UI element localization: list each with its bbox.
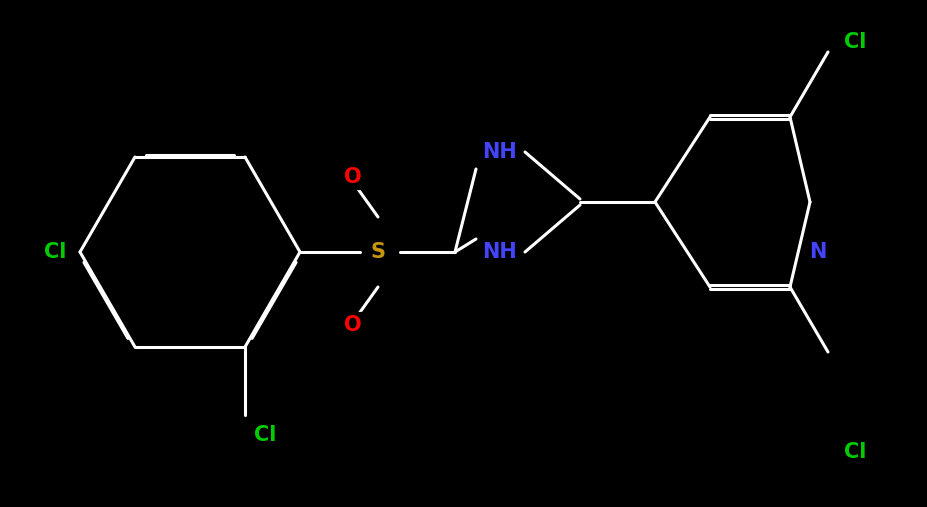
Text: Cl: Cl <box>844 442 866 462</box>
Text: NH: NH <box>483 142 517 162</box>
Text: Cl: Cl <box>254 425 276 445</box>
Text: S: S <box>371 242 386 262</box>
Text: N: N <box>809 242 827 262</box>
Text: Cl: Cl <box>44 242 66 262</box>
Text: O: O <box>344 167 362 187</box>
Text: O: O <box>344 315 362 335</box>
Text: Cl: Cl <box>844 32 866 52</box>
Text: NH: NH <box>483 242 517 262</box>
